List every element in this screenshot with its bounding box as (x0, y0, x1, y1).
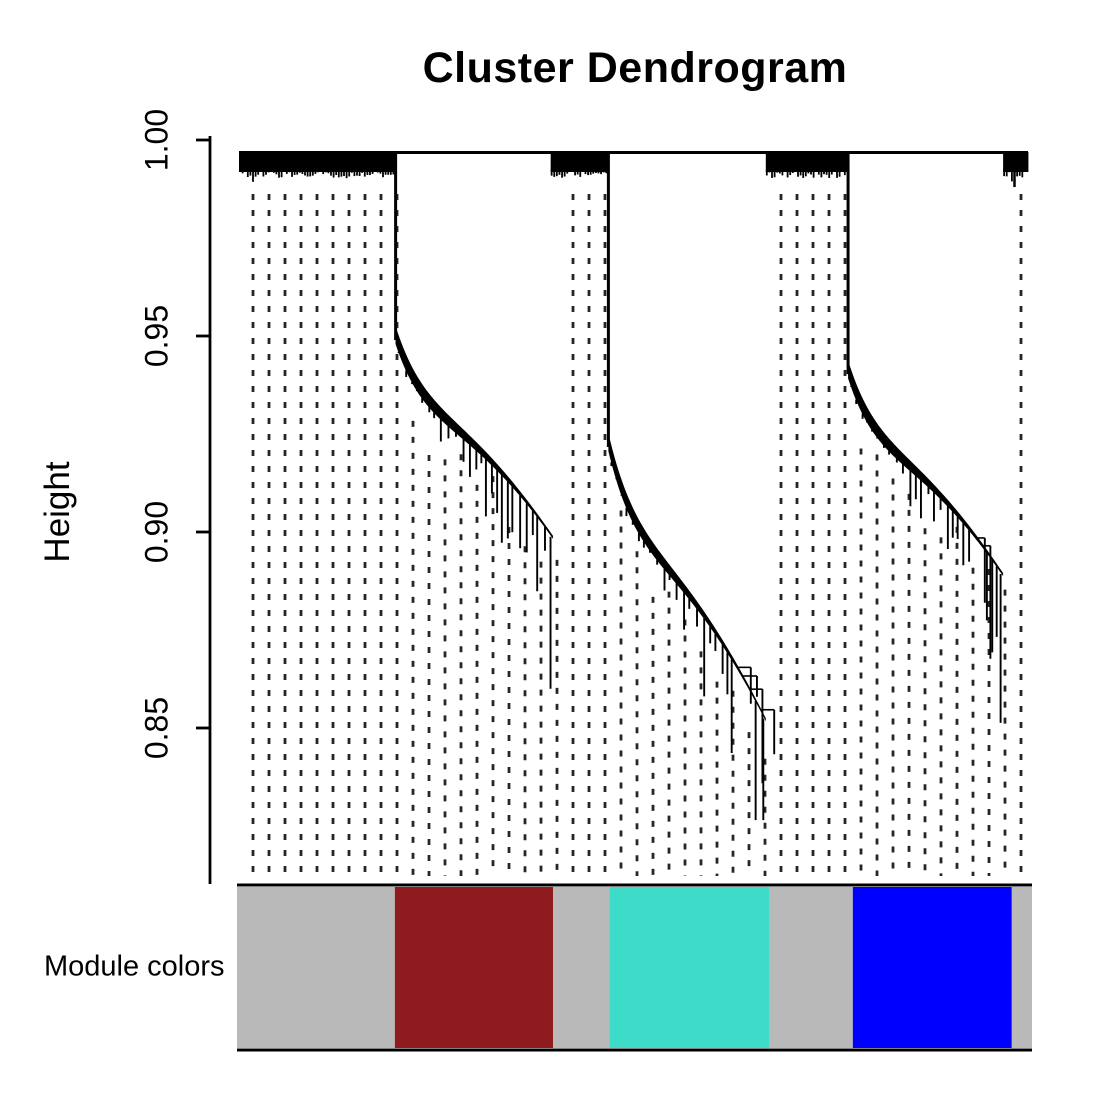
module-segment-darkred (394, 887, 554, 1048)
module-segment-grey (237, 887, 395, 1048)
cluster-chains (394, 152, 1004, 821)
y-axis (196, 136, 212, 884)
y-tick-label: 0.95 (138, 304, 175, 368)
module-segment-grey (769, 887, 853, 1048)
chart-title: Cluster Dendrogram (422, 44, 848, 92)
module-segment-blue (852, 887, 1012, 1048)
module-color-bar (237, 883, 1032, 1052)
module-colors-label: Module colors (44, 950, 225, 983)
y-tick-label: 0.85 (138, 696, 175, 760)
module-segment-grey (1011, 887, 1032, 1048)
module-segment-grey (553, 887, 610, 1048)
y-tick-label: 0.90 (138, 500, 175, 564)
y-axis-label: Height (38, 461, 77, 563)
module-segment-turquoise (609, 887, 770, 1048)
y-tick-label: 1.00 (138, 108, 175, 172)
root-and-leaf-bands (239, 151, 1029, 188)
leaf-guide-dots (251, 194, 1023, 876)
